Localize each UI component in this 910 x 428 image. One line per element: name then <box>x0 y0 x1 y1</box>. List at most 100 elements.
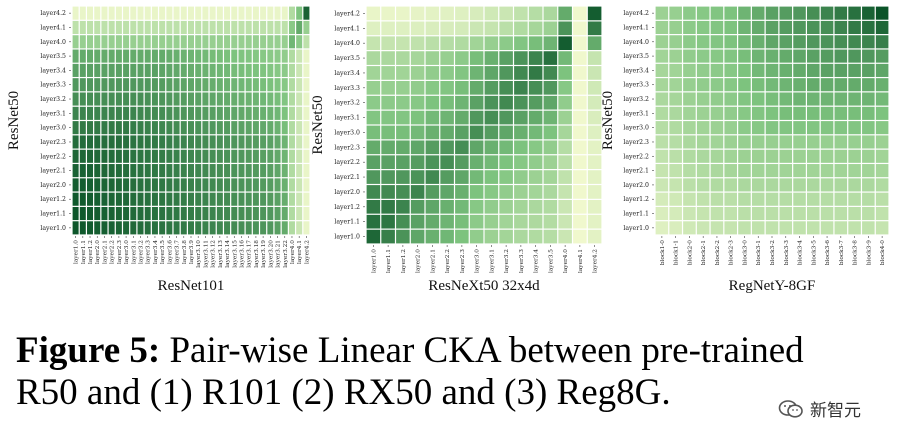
heatmap-cell <box>573 155 587 170</box>
heatmap-cell <box>260 121 267 135</box>
x-tick-label: layer3.2 <box>139 240 145 264</box>
heatmap-cell <box>224 6 231 20</box>
heatmap-cell <box>231 92 238 106</box>
heatmap-cell <box>94 20 101 35</box>
heatmap-cell <box>396 80 410 95</box>
heatmap-cell <box>683 106 696 120</box>
y-tick-label: layer4.2 <box>623 10 649 17</box>
heatmap-cell <box>425 6 440 21</box>
y-tick-label: layer1.1 <box>334 219 360 226</box>
heatmap-cell <box>180 178 187 192</box>
heatmap-cell <box>366 110 381 125</box>
heatmap-cell <box>260 63 267 77</box>
heatmap-cell <box>216 192 223 206</box>
heatmap-cell <box>252 192 259 206</box>
heatmap-cell <box>696 149 710 163</box>
heatmap-cell <box>159 63 166 77</box>
heatmap-cell <box>238 106 245 120</box>
heatmap-cell <box>137 6 144 20</box>
heatmap-cell <box>410 185 425 199</box>
heatmap-cell <box>484 80 499 95</box>
heatmap-cell <box>751 106 765 120</box>
heatmap-cell <box>288 192 295 206</box>
heatmap-cell <box>514 21 528 36</box>
heatmap-cell <box>862 164 875 178</box>
heatmap-cell <box>94 35 101 49</box>
heatmap-cell <box>807 121 820 135</box>
heatmap-cell <box>820 20 834 35</box>
heatmap-cell <box>281 178 288 192</box>
heatmap-cell <box>696 106 710 120</box>
heatmap-cell <box>655 149 669 163</box>
heatmap-cell <box>72 49 79 63</box>
heatmap-cell <box>195 106 202 120</box>
heatmap-cell <box>79 178 86 192</box>
y-tick-label: layer2.0 <box>623 182 649 189</box>
heatmap-cell <box>281 6 288 20</box>
heatmap-cell <box>696 164 710 178</box>
heatmap-cell <box>216 78 223 92</box>
heatmap-cell <box>79 78 86 92</box>
heatmap-cell <box>514 229 528 244</box>
heatmap-cell <box>484 95 499 110</box>
heatmap-cell <box>410 51 425 65</box>
heatmap-cell <box>224 135 231 149</box>
heatmap-cell <box>144 63 151 77</box>
heatmap-cell <box>440 214 454 229</box>
heatmap-cell <box>151 49 158 63</box>
heatmap-cell <box>669 35 682 49</box>
heatmap-cell <box>366 21 381 36</box>
heatmap-cell <box>848 35 861 49</box>
heatmap-cell <box>209 6 216 20</box>
heatmap-cell <box>245 92 252 106</box>
heatmap-cell <box>173 92 180 106</box>
heatmap-cell <box>173 78 180 92</box>
heatmap-cell <box>173 149 180 163</box>
y-tick-label: layer4.1 <box>334 25 360 32</box>
y-tick-label: layer3.5 <box>623 53 649 60</box>
heatmap-cell <box>543 140 558 155</box>
heatmap-cell <box>173 121 180 135</box>
heatmap-cell <box>366 6 381 21</box>
heatmap-cell <box>238 35 245 49</box>
heatmap-cell <box>195 20 202 35</box>
heatmap-cell <box>366 66 381 80</box>
heatmap-cell <box>751 135 765 149</box>
heatmap-cell <box>655 6 669 20</box>
heatmap-cell <box>216 6 223 20</box>
heatmap-cell <box>669 192 682 206</box>
x-tick-label: block3-4 <box>798 240 804 265</box>
heatmap-cell <box>173 178 180 192</box>
heatmap-cell <box>862 149 875 163</box>
heatmap-cell <box>123 106 130 120</box>
heatmap-cell <box>303 206 310 221</box>
heatmap-cell <box>123 178 130 192</box>
x-tick-label: block3-8 <box>853 240 859 265</box>
x-tick-label: layer3.21 <box>276 240 282 268</box>
heatmap-cell <box>238 135 245 149</box>
heatmap-cell <box>274 35 281 49</box>
heatmap-cell <box>87 164 94 178</box>
heatmap-cell <box>267 149 274 163</box>
heatmap-cell <box>187 221 194 235</box>
heatmap-cell <box>94 192 101 206</box>
y-tick-label: layer2.3 <box>623 139 649 146</box>
heatmap-cell <box>469 229 484 244</box>
heatmap-cell <box>260 164 267 178</box>
heatmap-cell <box>195 121 202 135</box>
heatmap-cell <box>862 92 875 106</box>
heatmap-cell <box>381 66 395 80</box>
x-tick-label: layer3.8 <box>182 240 188 264</box>
heatmap-cell <box>543 155 558 170</box>
heatmap-cell <box>72 164 79 178</box>
heatmap-cell <box>94 78 101 92</box>
heatmap-cell <box>440 155 454 170</box>
heatmap-cell <box>224 78 231 92</box>
y-tick-label: layer3.2 <box>623 96 649 103</box>
heatmap-cell <box>425 229 440 244</box>
heatmap-cell <box>173 221 180 235</box>
heatmap-cell <box>123 78 130 92</box>
heatmap-cell <box>499 185 513 199</box>
heatmap-cell <box>410 229 425 244</box>
